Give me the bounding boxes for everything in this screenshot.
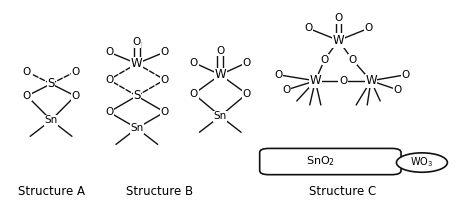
Text: O: O (190, 89, 198, 99)
Text: O: O (216, 46, 224, 55)
Text: SnO$_2$: SnO$_2$ (306, 155, 335, 169)
Text: O: O (23, 67, 31, 77)
Text: W: W (309, 74, 321, 87)
FancyBboxPatch shape (260, 148, 401, 175)
Text: W: W (333, 34, 344, 47)
Text: S: S (47, 77, 55, 90)
Text: O: O (105, 107, 113, 117)
Text: W: W (131, 57, 143, 70)
Text: O: O (304, 23, 313, 33)
Text: W: W (365, 74, 377, 87)
Text: Structure A: Structure A (18, 185, 85, 198)
Text: O: O (282, 85, 291, 95)
Text: Sn: Sn (130, 123, 143, 133)
Text: Sn: Sn (214, 111, 227, 121)
Text: O: O (243, 58, 251, 68)
Text: O: O (160, 107, 169, 117)
Text: Sn: Sn (44, 115, 58, 125)
Text: O: O (334, 13, 342, 23)
Text: O: O (105, 75, 113, 85)
Text: O: O (320, 55, 329, 65)
Text: Structure B: Structure B (126, 185, 193, 198)
Text: O: O (402, 70, 410, 80)
Text: Structure C: Structure C (309, 185, 377, 198)
Text: O: O (71, 67, 79, 77)
Text: O: O (365, 23, 373, 33)
Text: WO$_3$: WO$_3$ (410, 156, 434, 170)
Text: O: O (23, 91, 31, 101)
Text: S: S (133, 89, 140, 102)
Text: O: O (160, 47, 169, 57)
Text: O: O (160, 75, 169, 85)
Text: O: O (339, 76, 347, 86)
Text: W: W (214, 68, 226, 81)
Text: O: O (348, 55, 357, 65)
Ellipse shape (396, 153, 447, 172)
Text: O: O (243, 89, 251, 99)
Text: O: O (394, 85, 402, 95)
Text: O: O (190, 58, 198, 68)
Text: O: O (105, 47, 113, 57)
Text: O: O (274, 70, 282, 80)
Text: O: O (71, 91, 79, 101)
Text: O: O (133, 37, 141, 47)
